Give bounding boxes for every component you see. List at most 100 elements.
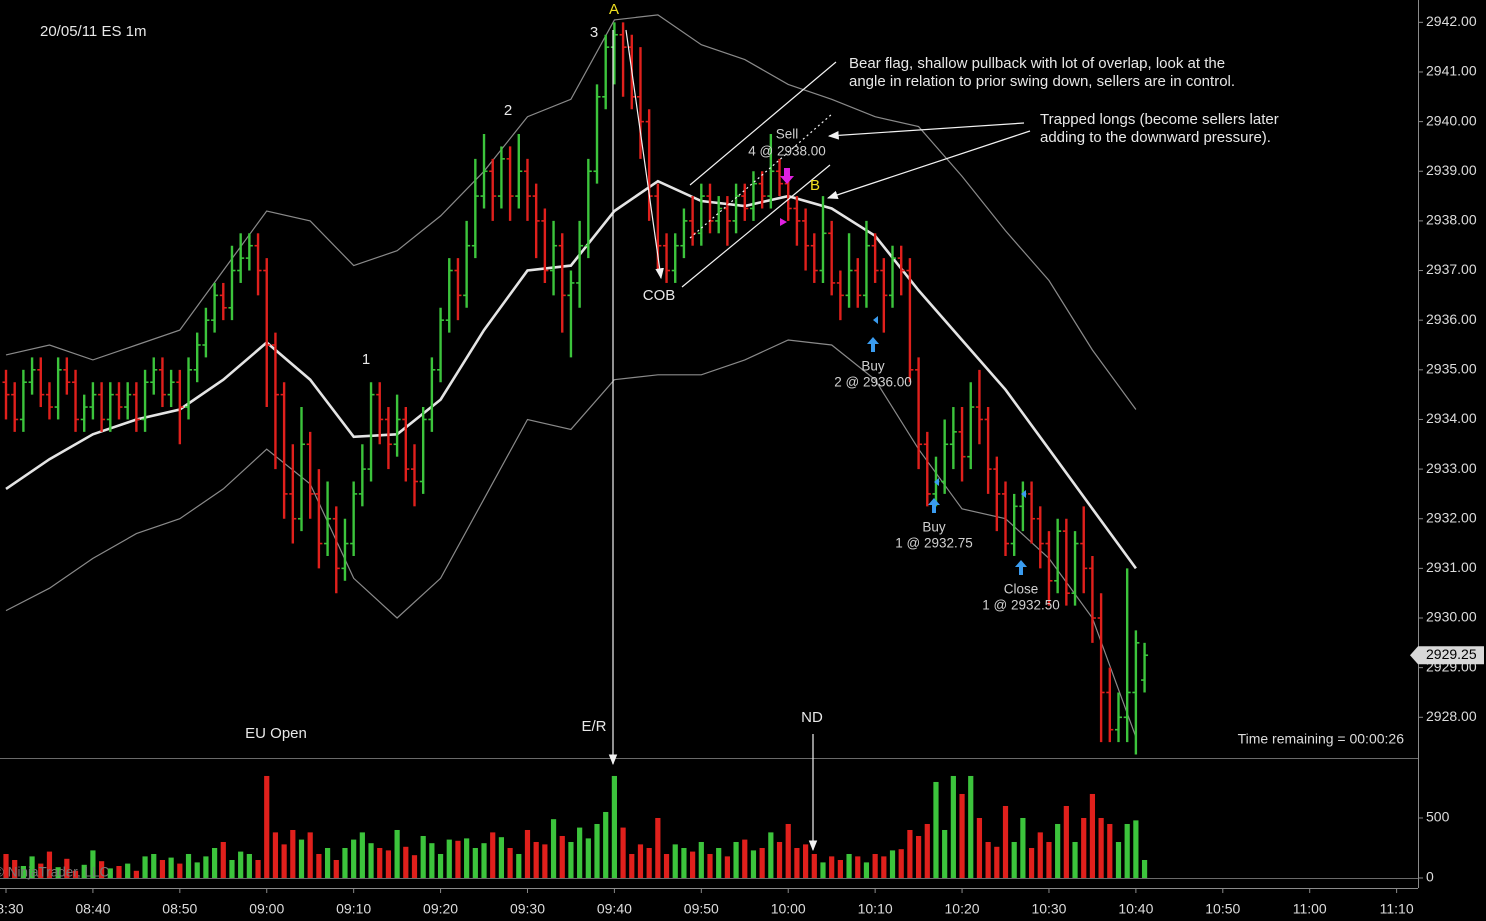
volume-bar [1037, 832, 1043, 878]
volume-bar [611, 775, 617, 878]
volume-bar [316, 853, 322, 878]
volume-bar [29, 856, 35, 878]
volume-bar [455, 840, 461, 878]
x-tick-label: 10:30 [1031, 901, 1066, 917]
y-tick-label: 2930.00 [1426, 609, 1477, 625]
volume-bar [377, 847, 383, 878]
flag-dotted-line [689, 113, 833, 239]
volume-bar [246, 853, 252, 878]
volume-bar [776, 841, 783, 878]
y-tick-label: 2939.00 [1426, 162, 1477, 178]
volume-bar [220, 841, 226, 878]
label-b: B [810, 177, 820, 194]
buy-arrow [867, 337, 879, 352]
volume-bar [568, 841, 574, 878]
y-tick-label: 2941.00 [1426, 63, 1477, 79]
volume-bar [794, 847, 800, 878]
volume-bar [324, 847, 331, 878]
volume-tick-label: 0 [1426, 869, 1434, 885]
volume-bar [646, 847, 652, 878]
volume-bar [968, 775, 974, 878]
volume-bar [46, 851, 53, 878]
y-tick-label: 2940.00 [1426, 112, 1477, 128]
volume-bar [177, 863, 183, 878]
volume-bar [915, 835, 922, 878]
volume-bar [524, 829, 531, 878]
volume-bar [1055, 823, 1061, 878]
x-tick-label: 10:50 [1205, 901, 1240, 917]
label-eu-open: EU Open [245, 725, 307, 742]
label-nd: ND [801, 709, 823, 726]
volume-bar [533, 841, 539, 878]
volume-bar [603, 811, 609, 878]
volume-bar [420, 835, 426, 878]
volume-bar [629, 853, 635, 878]
volume-bar [516, 853, 522, 878]
x-tick-label: 10:20 [945, 901, 980, 917]
volume-bar [194, 862, 200, 878]
volume-bar [985, 841, 991, 878]
volume-bar [351, 839, 357, 878]
volume-bar [403, 846, 409, 878]
label-cob: COB [643, 287, 676, 304]
volume-bar [116, 865, 122, 878]
volume-bar [785, 823, 791, 878]
volume-bar [151, 853, 157, 878]
volume-bar [663, 853, 670, 878]
volume-bar [281, 844, 287, 878]
volume-bar [211, 847, 218, 878]
volume-bar [464, 838, 470, 878]
volume-bar [994, 846, 1000, 878]
volume-bar [446, 839, 452, 878]
x-tick-label: 11:00 [1293, 901, 1327, 917]
volume-bar [1133, 820, 1139, 878]
trade-label: Buy [861, 359, 885, 374]
volume-bar [411, 855, 418, 878]
volume-bar [1002, 805, 1009, 878]
volume-bar [898, 849, 904, 878]
y-tick-label: 2935.00 [1426, 361, 1477, 377]
annotation-drawings [608, 29, 1031, 852]
volume-tick-label: 500 [1426, 809, 1450, 825]
volume-bar [107, 868, 113, 878]
label-er: E/R [581, 718, 606, 735]
x-tick-label: 08:40 [75, 901, 110, 917]
arrow-trapped-1 [827, 122, 1025, 140]
volume-bar [1089, 793, 1096, 878]
time-remaining: Time remaining = 00:00:26 [1238, 731, 1405, 747]
volume-bar [872, 853, 878, 878]
volume-bar [933, 781, 939, 878]
volume-bar [855, 856, 861, 878]
y-tick-label: 2936.00 [1426, 311, 1477, 327]
volume-bar [698, 841, 704, 878]
volume-bar [368, 843, 374, 878]
volume-bar [924, 823, 930, 878]
volume-bar [1115, 841, 1122, 878]
volume-bar [863, 862, 870, 878]
note-trapped: adding to the downward pressure). [1040, 129, 1271, 146]
volume-bar [481, 843, 487, 878]
volume-bar [394, 829, 400, 878]
swing-label: 1 [362, 351, 370, 368]
volume-bar [846, 853, 852, 878]
volume-bar [585, 838, 591, 878]
volume-bar [12, 859, 18, 878]
swing-label: 3 [590, 24, 598, 41]
overlay-line [5, 14, 1137, 410]
plot-area [2, 14, 1149, 878]
volume-bar [820, 862, 826, 878]
volume-bar [907, 829, 913, 878]
volume-bar [811, 853, 817, 878]
close-marker [1021, 490, 1026, 498]
volume-bar [437, 853, 444, 878]
volume-bar [342, 847, 348, 878]
volume-bar [1081, 817, 1087, 878]
volume-bar [1098, 817, 1104, 878]
volume-bar [655, 817, 661, 878]
overlay-line [5, 339, 1137, 738]
trade-detail: 4 @ 2938.00 [748, 144, 826, 159]
volume-bar [307, 832, 313, 878]
buy-arrow [928, 498, 940, 513]
volume-bar [1020, 817, 1026, 878]
volume-bar [125, 863, 131, 878]
